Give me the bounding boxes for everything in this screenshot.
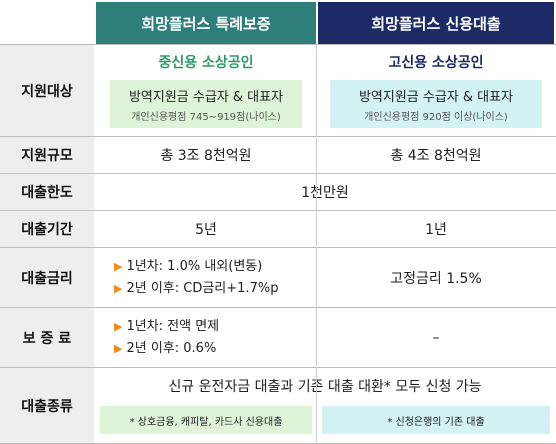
col1-rate-list: ▶ 1년차: 1.0% 내외(변동) ▶ 2년 이후: CD금리+1.7%p	[96, 248, 316, 307]
col1-target-box: 방역지원금 수급자 & 대표자 개인신용평점 745~919점(나이스)	[110, 80, 302, 128]
row-label-loan-type: 대출종류	[0, 368, 94, 444]
col1-guarantee-item1: 1년차: 전액 면제	[126, 318, 220, 334]
col1-guarantee-item2: 2년 이후: 0.6%	[126, 340, 217, 356]
col1-scale: 총 3조 8천억원	[160, 148, 252, 164]
loan-type-value: 신규 운전자금 대출과 기존 대출 대환* 모두 신청 가능	[168, 379, 482, 395]
col2-target-title: 고신용 소상공인	[388, 55, 484, 71]
divider	[0, 136, 556, 137]
divider	[0, 210, 556, 211]
divider	[0, 44, 556, 45]
list-item: ▶ 2년 이후: CD금리+1.7%p	[114, 278, 278, 300]
col2-target-box: 방역지원금 수급자 & 대표자 개인신용평점 920점 이상(나이스)	[330, 80, 542, 128]
col1-rate-item1: 1년차: 1.0% 내외(변동)	[126, 258, 263, 274]
col2-guarantee: –	[432, 329, 440, 346]
col1-loan-type-note: * 상호금융, 캐피탈, 카드사 신용대출	[100, 406, 312, 434]
col2-term: 1년	[425, 222, 447, 238]
divider	[0, 247, 556, 248]
header-special-guarantee: 희망플러스 특례보증	[96, 2, 316, 44]
list-item: ▶ 1년차: 1.0% 내외(변동)	[114, 256, 262, 278]
col1-target-line1: 방역지원금 수급자 & 대표자	[128, 89, 284, 105]
col2-scale: 총 4조 8천억원	[390, 148, 482, 164]
row-label-guarantee: 보 증 료	[0, 308, 94, 367]
divider	[0, 173, 556, 174]
col2-target-line1: 방역지원금 수급자 & 대표자	[358, 89, 514, 105]
bullet-triangle-icon: ▶	[114, 319, 123, 333]
row-label-scale: 지원규모	[0, 137, 94, 173]
list-item: ▶ 1년차: 전액 면제	[114, 316, 219, 338]
row-label-limit: 대출한도	[0, 174, 94, 210]
col1-rate-item2: 2년 이후: CD금리+1.7%p	[126, 280, 279, 296]
header-credit-loan: 희망플러스 신용대출	[318, 2, 554, 44]
col2-rate: 고정금리 1.5%	[390, 270, 482, 287]
limit-value: 1천만원	[301, 185, 349, 201]
divider	[0, 367, 556, 368]
row-label-support-target: 지원대상	[0, 45, 94, 136]
col1-guarantee-list: ▶ 1년차: 전액 면제 ▶ 2년 이후: 0.6%	[96, 308, 316, 367]
bullet-triangle-icon: ▶	[114, 341, 123, 355]
col1-target-line2: 개인신용평점 745~919점(나이스)	[131, 111, 281, 123]
divider	[0, 307, 556, 308]
row-label-rate: 대출금리	[0, 248, 94, 307]
row-label-term: 대출기간	[0, 211, 94, 247]
bullet-triangle-icon: ▶	[114, 281, 123, 295]
col2-loan-type-note: * 신청은행의 기존 대출	[322, 406, 550, 434]
col1-target-title: 중신용 소상공인	[158, 55, 254, 71]
divider	[316, 44, 317, 444]
bullet-triangle-icon: ▶	[114, 259, 123, 273]
col2-target-line2: 개인신용평점 920점 이상(나이스)	[364, 111, 508, 123]
col1-term: 5년	[195, 222, 217, 238]
list-item: ▶ 2년 이후: 0.6%	[114, 338, 216, 360]
